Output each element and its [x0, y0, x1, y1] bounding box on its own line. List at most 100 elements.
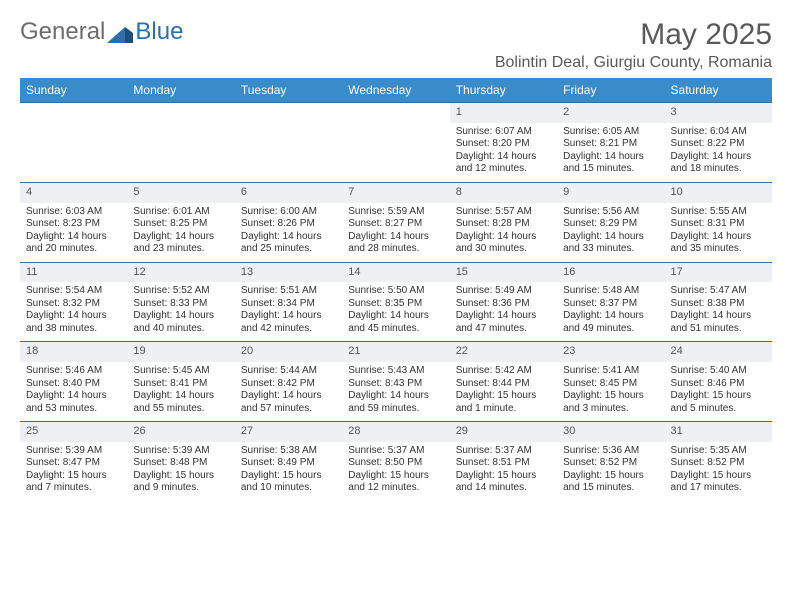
day-info: Sunrise: 5:51 AMSunset: 8:34 PMDaylight:…	[235, 282, 342, 341]
day-cell: 13Sunrise: 5:51 AMSunset: 8:34 PMDayligh…	[235, 262, 342, 342]
day-cell: 23Sunrise: 5:41 AMSunset: 8:45 PMDayligh…	[557, 342, 664, 422]
day-cell: ..	[235, 103, 342, 183]
day-info: Sunrise: 5:43 AMSunset: 8:43 PMDaylight:…	[342, 362, 449, 421]
sunrise-line: Sunrise: 6:00 AM	[241, 206, 336, 219]
day-info: Sunrise: 5:42 AMSunset: 8:44 PMDaylight:…	[450, 362, 557, 421]
day-info: Sunrise: 6:00 AMSunset: 8:26 PMDaylight:…	[235, 203, 342, 262]
daylight-line: Daylight: 15 hours and 14 minutes.	[456, 470, 551, 495]
sunrise-line: Sunrise: 5:49 AM	[456, 285, 551, 298]
sunset-line: Sunset: 8:36 PM	[456, 298, 551, 311]
day-number: 20	[235, 342, 342, 362]
daylight-line: Daylight: 15 hours and 17 minutes.	[671, 470, 766, 495]
day-number: 3	[665, 103, 772, 123]
day-number: 28	[342, 422, 449, 442]
daylight-line: Daylight: 15 hours and 5 minutes.	[671, 390, 766, 415]
day-info: Sunrise: 5:47 AMSunset: 8:38 PMDaylight:…	[665, 282, 772, 341]
day-cell: 9Sunrise: 5:56 AMSunset: 8:29 PMDaylight…	[557, 182, 664, 262]
sunset-line: Sunset: 8:38 PM	[671, 298, 766, 311]
day-number: 14	[342, 263, 449, 283]
sunset-line: Sunset: 8:48 PM	[133, 457, 228, 470]
day-number: 23	[557, 342, 664, 362]
sunrise-line: Sunrise: 5:44 AM	[241, 365, 336, 378]
daylight-line: Daylight: 15 hours and 15 minutes.	[563, 470, 658, 495]
daylight-line: Daylight: 14 hours and 38 minutes.	[26, 310, 121, 335]
day-info: Sunrise: 6:07 AMSunset: 8:20 PMDaylight:…	[450, 123, 557, 182]
day-number: 17	[665, 263, 772, 283]
day-header: Tuesday	[235, 78, 342, 103]
day-number: 29	[450, 422, 557, 442]
sunrise-line: Sunrise: 5:41 AM	[563, 365, 658, 378]
day-number: 1	[450, 103, 557, 123]
daylight-line: Daylight: 15 hours and 1 minute.	[456, 390, 551, 415]
day-number: 2	[557, 103, 664, 123]
sunset-line: Sunset: 8:20 PM	[456, 138, 551, 151]
day-header: Monday	[127, 78, 234, 103]
sunset-line: Sunset: 8:52 PM	[671, 457, 766, 470]
sunrise-line: Sunrise: 5:42 AM	[456, 365, 551, 378]
day-info: Sunrise: 6:03 AMSunset: 8:23 PMDaylight:…	[20, 203, 127, 262]
sunrise-line: Sunrise: 5:43 AM	[348, 365, 443, 378]
sunrise-line: Sunrise: 5:54 AM	[26, 285, 121, 298]
daylight-line: Daylight: 14 hours and 15 minutes.	[563, 151, 658, 176]
sunrise-line: Sunrise: 5:55 AM	[671, 206, 766, 219]
daylight-line: Daylight: 14 hours and 18 minutes.	[671, 151, 766, 176]
sunset-line: Sunset: 8:40 PM	[26, 378, 121, 391]
sunrise-line: Sunrise: 5:47 AM	[671, 285, 766, 298]
sunrise-line: Sunrise: 5:48 AM	[563, 285, 658, 298]
daylight-line: Daylight: 14 hours and 40 minutes.	[133, 310, 228, 335]
day-info: Sunrise: 5:59 AMSunset: 8:27 PMDaylight:…	[342, 203, 449, 262]
sunset-line: Sunset: 8:45 PM	[563, 378, 658, 391]
day-cell: 27Sunrise: 5:38 AMSunset: 8:49 PMDayligh…	[235, 422, 342, 501]
day-info: Sunrise: 5:49 AMSunset: 8:36 PMDaylight:…	[450, 282, 557, 341]
day-header-row: Sunday Monday Tuesday Wednesday Thursday…	[20, 78, 772, 103]
sunset-line: Sunset: 8:29 PM	[563, 218, 658, 231]
sunset-line: Sunset: 8:42 PM	[241, 378, 336, 391]
day-info: Sunrise: 5:37 AMSunset: 8:50 PMDaylight:…	[342, 442, 449, 501]
daylight-line: Daylight: 14 hours and 51 minutes.	[671, 310, 766, 335]
logo: General Blue	[20, 18, 183, 46]
sunrise-line: Sunrise: 6:04 AM	[671, 126, 766, 139]
sunrise-line: Sunrise: 5:46 AM	[26, 365, 121, 378]
day-cell: 24Sunrise: 5:40 AMSunset: 8:46 PMDayligh…	[665, 342, 772, 422]
sunset-line: Sunset: 8:25 PM	[133, 218, 228, 231]
sunrise-line: Sunrise: 6:03 AM	[26, 206, 121, 219]
daylight-line: Daylight: 15 hours and 9 minutes.	[133, 470, 228, 495]
sunrise-line: Sunrise: 5:56 AM	[563, 206, 658, 219]
day-header: Sunday	[20, 78, 127, 103]
day-info: Sunrise: 5:35 AMSunset: 8:52 PMDaylight:…	[665, 442, 772, 501]
day-info: Sunrise: 5:48 AMSunset: 8:37 PMDaylight:…	[557, 282, 664, 341]
sunset-line: Sunset: 8:49 PM	[241, 457, 336, 470]
sunset-line: Sunset: 8:32 PM	[26, 298, 121, 311]
day-header: Thursday	[450, 78, 557, 103]
sunrise-line: Sunrise: 6:01 AM	[133, 206, 228, 219]
sunrise-line: Sunrise: 5:57 AM	[456, 206, 551, 219]
sunset-line: Sunset: 8:33 PM	[133, 298, 228, 311]
day-info: Sunrise: 5:39 AMSunset: 8:48 PMDaylight:…	[127, 442, 234, 501]
daylight-line: Daylight: 14 hours and 30 minutes.	[456, 231, 551, 256]
sunset-line: Sunset: 8:35 PM	[348, 298, 443, 311]
sunset-line: Sunset: 8:37 PM	[563, 298, 658, 311]
day-cell: 31Sunrise: 5:35 AMSunset: 8:52 PMDayligh…	[665, 422, 772, 501]
daylight-line: Daylight: 14 hours and 59 minutes.	[348, 390, 443, 415]
title-block: May 2025 Bolintin Deal, Giurgiu County, …	[495, 18, 772, 72]
sunrise-line: Sunrise: 5:37 AM	[456, 445, 551, 458]
sunrise-line: Sunrise: 5:36 AM	[563, 445, 658, 458]
day-number: 19	[127, 342, 234, 362]
daylight-line: Daylight: 14 hours and 55 minutes.	[133, 390, 228, 415]
day-cell: 3 Sunrise: 6:04 AMSunset: 8:22 PMDaylight…	[665, 103, 772, 183]
week-row: 11Sunrise: 5:54 AMSunset: 8:32 PMDayligh…	[20, 262, 772, 342]
sunset-line: Sunset: 8:22 PM	[671, 138, 766, 151]
day-number: 18	[20, 342, 127, 362]
day-number: 27	[235, 422, 342, 442]
day-info: Sunrise: 6:01 AMSunset: 8:25 PMDaylight:…	[127, 203, 234, 262]
day-cell: 20Sunrise: 5:44 AMSunset: 8:42 PMDayligh…	[235, 342, 342, 422]
day-cell: 25Sunrise: 5:39 AMSunset: 8:47 PMDayligh…	[20, 422, 127, 501]
sunset-line: Sunset: 8:31 PM	[671, 218, 766, 231]
day-cell: 16Sunrise: 5:48 AMSunset: 8:37 PMDayligh…	[557, 262, 664, 342]
sunrise-line: Sunrise: 5:51 AM	[241, 285, 336, 298]
day-info: Sunrise: 5:57 AMSunset: 8:28 PMDaylight:…	[450, 203, 557, 262]
day-cell: 12Sunrise: 5:52 AMSunset: 8:33 PMDayligh…	[127, 262, 234, 342]
day-info: Sunrise: 5:52 AMSunset: 8:33 PMDaylight:…	[127, 282, 234, 341]
logo-icon	[107, 21, 133, 43]
daylight-line: Daylight: 14 hours and 28 minutes.	[348, 231, 443, 256]
